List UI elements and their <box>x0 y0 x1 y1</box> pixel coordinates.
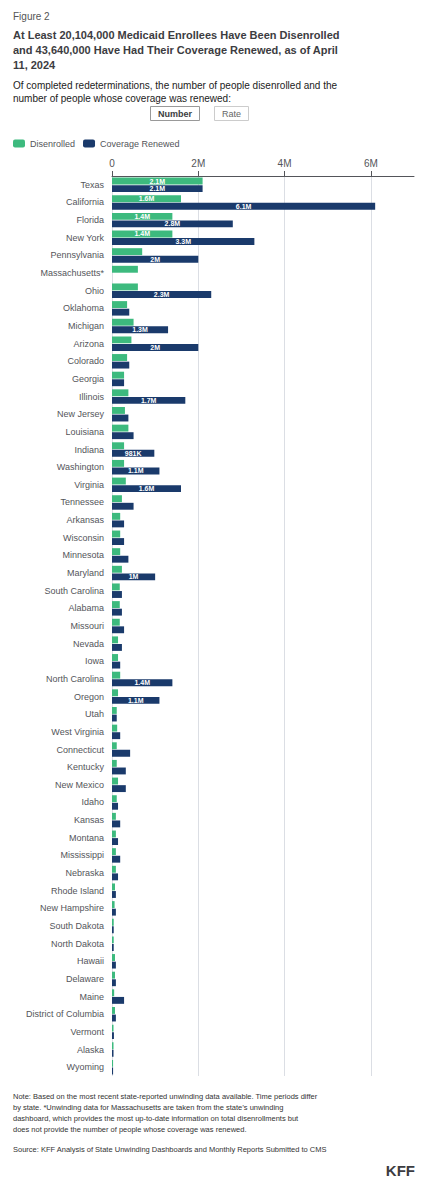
svg-text:Montana: Montana <box>69 833 104 843</box>
svg-text:2M: 2M <box>191 158 205 169</box>
svg-text:North Carolina: North Carolina <box>46 674 104 684</box>
svg-text:1.4M: 1.4M <box>134 230 150 237</box>
svg-text:Disenrolled: Disenrolled <box>30 139 75 149</box>
svg-text:South Dakota: South Dakota <box>49 921 104 931</box>
svg-text:Nebraska: Nebraska <box>65 868 104 878</box>
svg-text:Ohio: Ohio <box>85 286 104 296</box>
svg-text:Michigan: Michigan <box>68 321 104 331</box>
svg-text:2M: 2M <box>150 256 160 263</box>
svg-text:Arkansas: Arkansas <box>66 515 104 525</box>
svg-text:6.1M: 6.1M <box>236 203 252 210</box>
svg-text:Nevada: Nevada <box>73 639 104 649</box>
svg-text:Minnesota: Minnesota <box>62 550 104 560</box>
svg-text:does not provide the number of: does not provide the number of people wh… <box>13 1125 246 1134</box>
svg-text:0: 0 <box>109 158 115 169</box>
svg-text:District of Columbia: District of Columbia <box>26 1009 104 1019</box>
svg-text:Vermont: Vermont <box>70 1027 104 1037</box>
svg-text:Louisiana: Louisiana <box>65 427 104 437</box>
svg-text:Figure 2: Figure 2 <box>13 11 50 22</box>
svg-text:Arizona: Arizona <box>73 339 104 349</box>
svg-text:Connecticut: Connecticut <box>56 745 104 755</box>
svg-text:Alabama: Alabama <box>68 603 104 613</box>
svg-text:and 43,640,000 Have Had Their: and 43,640,000 Have Had Their Coverage R… <box>13 44 338 56</box>
svg-text:Rate: Rate <box>222 109 241 119</box>
svg-text:Washington: Washington <box>57 462 104 472</box>
svg-text:1M: 1M <box>129 573 139 580</box>
svg-text:Colorado: Colorado <box>67 356 104 366</box>
svg-text:1.4M: 1.4M <box>134 679 150 686</box>
svg-text:3.3M: 3.3M <box>175 238 191 245</box>
svg-text:Oregon: Oregon <box>74 692 104 702</box>
svg-text:1.7M: 1.7M <box>141 397 157 404</box>
svg-text:Tennessee: Tennessee <box>60 497 104 507</box>
svg-text:2.3M: 2.3M <box>154 291 170 298</box>
svg-text:Alaska: Alaska <box>77 1045 104 1055</box>
svg-text:by state. *Unwinding data for: by state. *Unwinding data for Massachuse… <box>13 1103 283 1112</box>
svg-text:Note: Based on the most recent: Note: Based on the most recent state-rep… <box>13 1092 318 1101</box>
svg-text:Wyoming: Wyoming <box>67 1062 104 1072</box>
svg-text:West Virginia: West Virginia <box>51 727 104 737</box>
svg-text:Georgia: Georgia <box>72 374 104 384</box>
svg-text:11, 2024: 11, 2024 <box>13 59 56 71</box>
svg-text:KFF: KFF <box>386 1162 415 1179</box>
svg-text:6M: 6M <box>364 158 378 169</box>
svg-text:Rhode Island: Rhode Island <box>51 886 104 896</box>
svg-text:1.6M: 1.6M <box>139 195 155 202</box>
svg-text:Coverage Renewed: Coverage Renewed <box>100 139 180 149</box>
svg-text:At Least 20,104,000 Medicaid E: At Least 20,104,000 Medicaid Enrollees H… <box>13 29 339 41</box>
svg-text:Kansas: Kansas <box>74 815 105 825</box>
svg-text:Massachusetts*: Massachusetts* <box>40 268 104 278</box>
svg-text:Florida: Florida <box>76 215 104 225</box>
svg-text:Source: KFF Analysis of State: Source: KFF Analysis of State Unwinding … <box>13 1145 326 1154</box>
svg-text:California: California <box>66 197 104 207</box>
svg-text:1.1M: 1.1M <box>128 467 144 474</box>
svg-text:Utah: Utah <box>85 709 104 719</box>
svg-text:2M: 2M <box>150 344 160 351</box>
svg-text:Hawaii: Hawaii <box>77 956 104 966</box>
svg-text:2.8M: 2.8M <box>165 220 181 227</box>
svg-text:2.1M: 2.1M <box>150 178 166 185</box>
svg-text:New Jersey: New Jersey <box>57 409 105 419</box>
svg-text:981K: 981K <box>125 450 142 457</box>
svg-text:Iowa: Iowa <box>85 656 104 666</box>
svg-text:4M: 4M <box>278 158 292 169</box>
svg-text:1.1M: 1.1M <box>128 697 144 704</box>
svg-text:Maryland: Maryland <box>67 568 104 578</box>
svg-text:New Hampshire: New Hampshire <box>40 903 104 913</box>
svg-text:Maine: Maine <box>79 992 104 1002</box>
svg-text:Wisconsin: Wisconsin <box>63 533 104 543</box>
svg-text:1.4M: 1.4M <box>134 213 150 220</box>
svg-text:1.6M: 1.6M <box>139 485 155 492</box>
svg-text:number of people whose coverag: number of people whose coverage was rene… <box>13 93 231 104</box>
svg-text:2.1M: 2.1M <box>150 185 166 192</box>
svg-text:dashboard, which provides the: dashboard, which provides the most up-to… <box>13 1114 299 1123</box>
svg-text:Texas: Texas <box>80 180 104 190</box>
svg-text:Oklahoma: Oklahoma <box>63 303 104 313</box>
svg-text:Kentucky: Kentucky <box>67 762 105 772</box>
svg-text:Pennsylvania: Pennsylvania <box>50 250 104 260</box>
svg-text:North Dakota: North Dakota <box>51 939 104 949</box>
svg-text:Virginia: Virginia <box>74 480 104 490</box>
svg-text:Number: Number <box>158 109 193 119</box>
svg-text:Indiana: Indiana <box>74 445 104 455</box>
svg-text:New Mexico: New Mexico <box>55 780 104 790</box>
svg-text:Illinois: Illinois <box>79 392 105 402</box>
svg-text:Delaware: Delaware <box>66 974 104 984</box>
svg-text:Idaho: Idaho <box>81 797 104 807</box>
svg-text:Missouri: Missouri <box>70 621 104 631</box>
svg-text:Of completed redeterminations,: Of completed redeterminations, the numbe… <box>13 80 338 91</box>
svg-text:New York: New York <box>66 233 105 243</box>
svg-text:South Carolina: South Carolina <box>44 586 104 596</box>
svg-text:1.3M: 1.3M <box>132 326 148 333</box>
svg-text:Mississippi: Mississippi <box>60 850 104 860</box>
